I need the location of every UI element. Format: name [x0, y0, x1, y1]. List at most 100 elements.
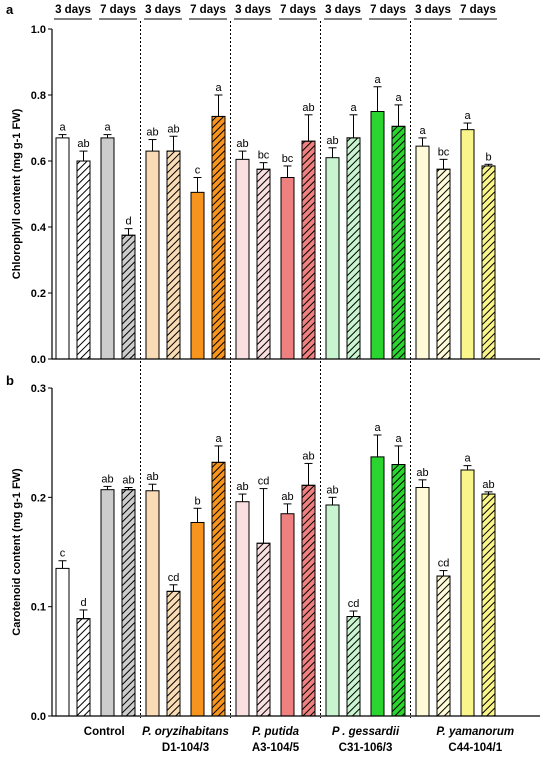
sig-label-a-1: a [59, 122, 66, 134]
header-day-4: 7 days [190, 4, 226, 16]
panel-label-a: a [6, 2, 14, 17]
sig-label-a-2: ab [77, 138, 89, 150]
bar-a-15 [370, 111, 385, 360]
sig-label-a-20: b [485, 151, 491, 163]
sig-label-b-19: a [464, 453, 471, 465]
bar-hatch-a-8 [211, 115, 226, 360]
group-sublabel-3: A3-104/5 [252, 742, 300, 754]
sig-label-a-15: a [374, 74, 381, 86]
sig-label-a-9: ab [236, 138, 248, 150]
bar-b-1 [55, 567, 70, 717]
header-day-9: 3 days [415, 4, 451, 16]
y-tick-label-a-1: 0.2 [31, 288, 46, 300]
y-tick-label-a-0: 0.0 [31, 354, 46, 366]
group-label-4: P . gessardii [332, 726, 400, 738]
sig-label-b-6: cd [168, 572, 180, 584]
sig-label-b-4: ab [122, 474, 134, 486]
sig-label-a-13: ab [326, 135, 338, 147]
sig-label-b-11: ab [281, 491, 293, 503]
bar-hatch-b-6 [166, 590, 181, 717]
y-tick-label-a-5: 1.0 [31, 24, 46, 36]
sig-label-b-7: b [194, 495, 200, 507]
group-label-3: P. putida [252, 726, 300, 738]
y-axis-label-a: Chlorophyll content (mg g-1 FW) [11, 108, 23, 279]
plot-grid [140, 21, 411, 718]
y-tick-label-a-3: 0.6 [31, 156, 46, 168]
bar-b-3 [100, 489, 115, 717]
bar-hatch-a-2 [76, 160, 91, 360]
bar-hatch-b-18 [436, 575, 451, 717]
sig-label-a-7: c [195, 165, 201, 177]
header-day-10: 7 days [460, 4, 496, 16]
sig-label-a-19: a [464, 110, 471, 122]
group-label-5: P. yamanorum [436, 726, 514, 738]
bar-a-13 [325, 157, 340, 360]
bar-hatch-b-8 [211, 461, 226, 717]
header-day-8: 7 days [370, 4, 406, 16]
bar-b-9 [235, 501, 250, 717]
header-day-6: 7 days [280, 4, 316, 16]
bar-hatch-b-12 [301, 484, 316, 717]
bar-hatch-b-20 [481, 493, 496, 717]
y-tick-label-a-2: 0.4 [31, 222, 47, 234]
sig-label-b-17: ab [416, 467, 428, 479]
y-axis-label-b: Carotenoid content (mg g-1 FW) [11, 468, 23, 636]
sig-label-b-13: ab [326, 484, 338, 496]
header-day-7: 3 days [325, 4, 361, 16]
sig-label-a-3: a [104, 122, 111, 134]
sig-label-a-10: bc [258, 150, 270, 162]
bar-hatch-a-14 [346, 137, 361, 360]
sig-label-a-14: a [350, 102, 357, 114]
bar-b-17 [415, 486, 430, 717]
sig-label-b-1: c [60, 548, 66, 560]
group-label-2: P. oryzihabitans [142, 726, 229, 738]
header-day-5: 3 days [235, 4, 271, 16]
group-sublabel-5: C44-104/1 [448, 742, 502, 754]
sig-label-b-15: a [374, 422, 381, 434]
bar-hatch-b-14 [346, 616, 361, 717]
sig-label-a-5: ab [146, 127, 158, 139]
sig-label-b-12: ab [302, 450, 314, 462]
bar-b-13 [325, 504, 340, 717]
header-day-2: 7 days [100, 4, 136, 16]
sig-label-b-9: ab [236, 481, 248, 493]
sig-label-a-12: ab [302, 102, 314, 114]
bar-hatch-a-18 [436, 168, 451, 360]
sig-label-b-16: a [395, 433, 402, 445]
bar-hatch-b-16 [391, 464, 406, 717]
bar-b-19 [460, 469, 475, 717]
bar-a-11 [280, 177, 295, 360]
sig-label-a-6: ab [167, 123, 179, 135]
bar-hatch-a-16 [391, 125, 406, 360]
header-day-1: 3 days [55, 4, 91, 16]
bar-hatch-b-10 [256, 542, 271, 717]
sig-label-a-8: a [215, 82, 222, 94]
sig-label-a-11: bc [282, 153, 294, 165]
sig-label-a-17: a [419, 125, 426, 137]
y-tick-label-a-4: 0.8 [31, 90, 46, 102]
sig-label-b-10: cd [258, 476, 270, 488]
group-sublabel-4: C31-106/3 [339, 742, 393, 754]
bar-a-1 [55, 137, 70, 360]
bar-a-19 [460, 129, 475, 360]
bar-a-17 [415, 145, 430, 360]
group-sublabel-2: D1-104/3 [162, 742, 209, 754]
y-tick-label-b-0: 0.0 [31, 711, 46, 723]
sig-label-a-4: d [125, 216, 131, 228]
panel-label-b: b [6, 373, 14, 388]
bar-hatch-a-10 [256, 168, 271, 360]
group-label-1: Control [84, 726, 125, 738]
header-day-3: 3 days [145, 4, 181, 16]
bar-a-3 [100, 137, 115, 360]
sig-label-a-16: a [395, 92, 402, 104]
bar-b-7 [190, 521, 205, 717]
text-layer: 3 days 7 days 3 days 7 days 3 days 7 days 3 da… [11, 4, 514, 754]
y-tick-label-b-2: 0.2 [31, 492, 46, 504]
axes-layer [48, 18, 540, 717]
sig-label-b-14: cd [348, 598, 360, 610]
bar-a-9 [235, 158, 250, 360]
bar-hatch-a-6 [166, 150, 181, 360]
bar-b-15 [370, 456, 385, 717]
sig-label-b-2: d [80, 597, 86, 609]
